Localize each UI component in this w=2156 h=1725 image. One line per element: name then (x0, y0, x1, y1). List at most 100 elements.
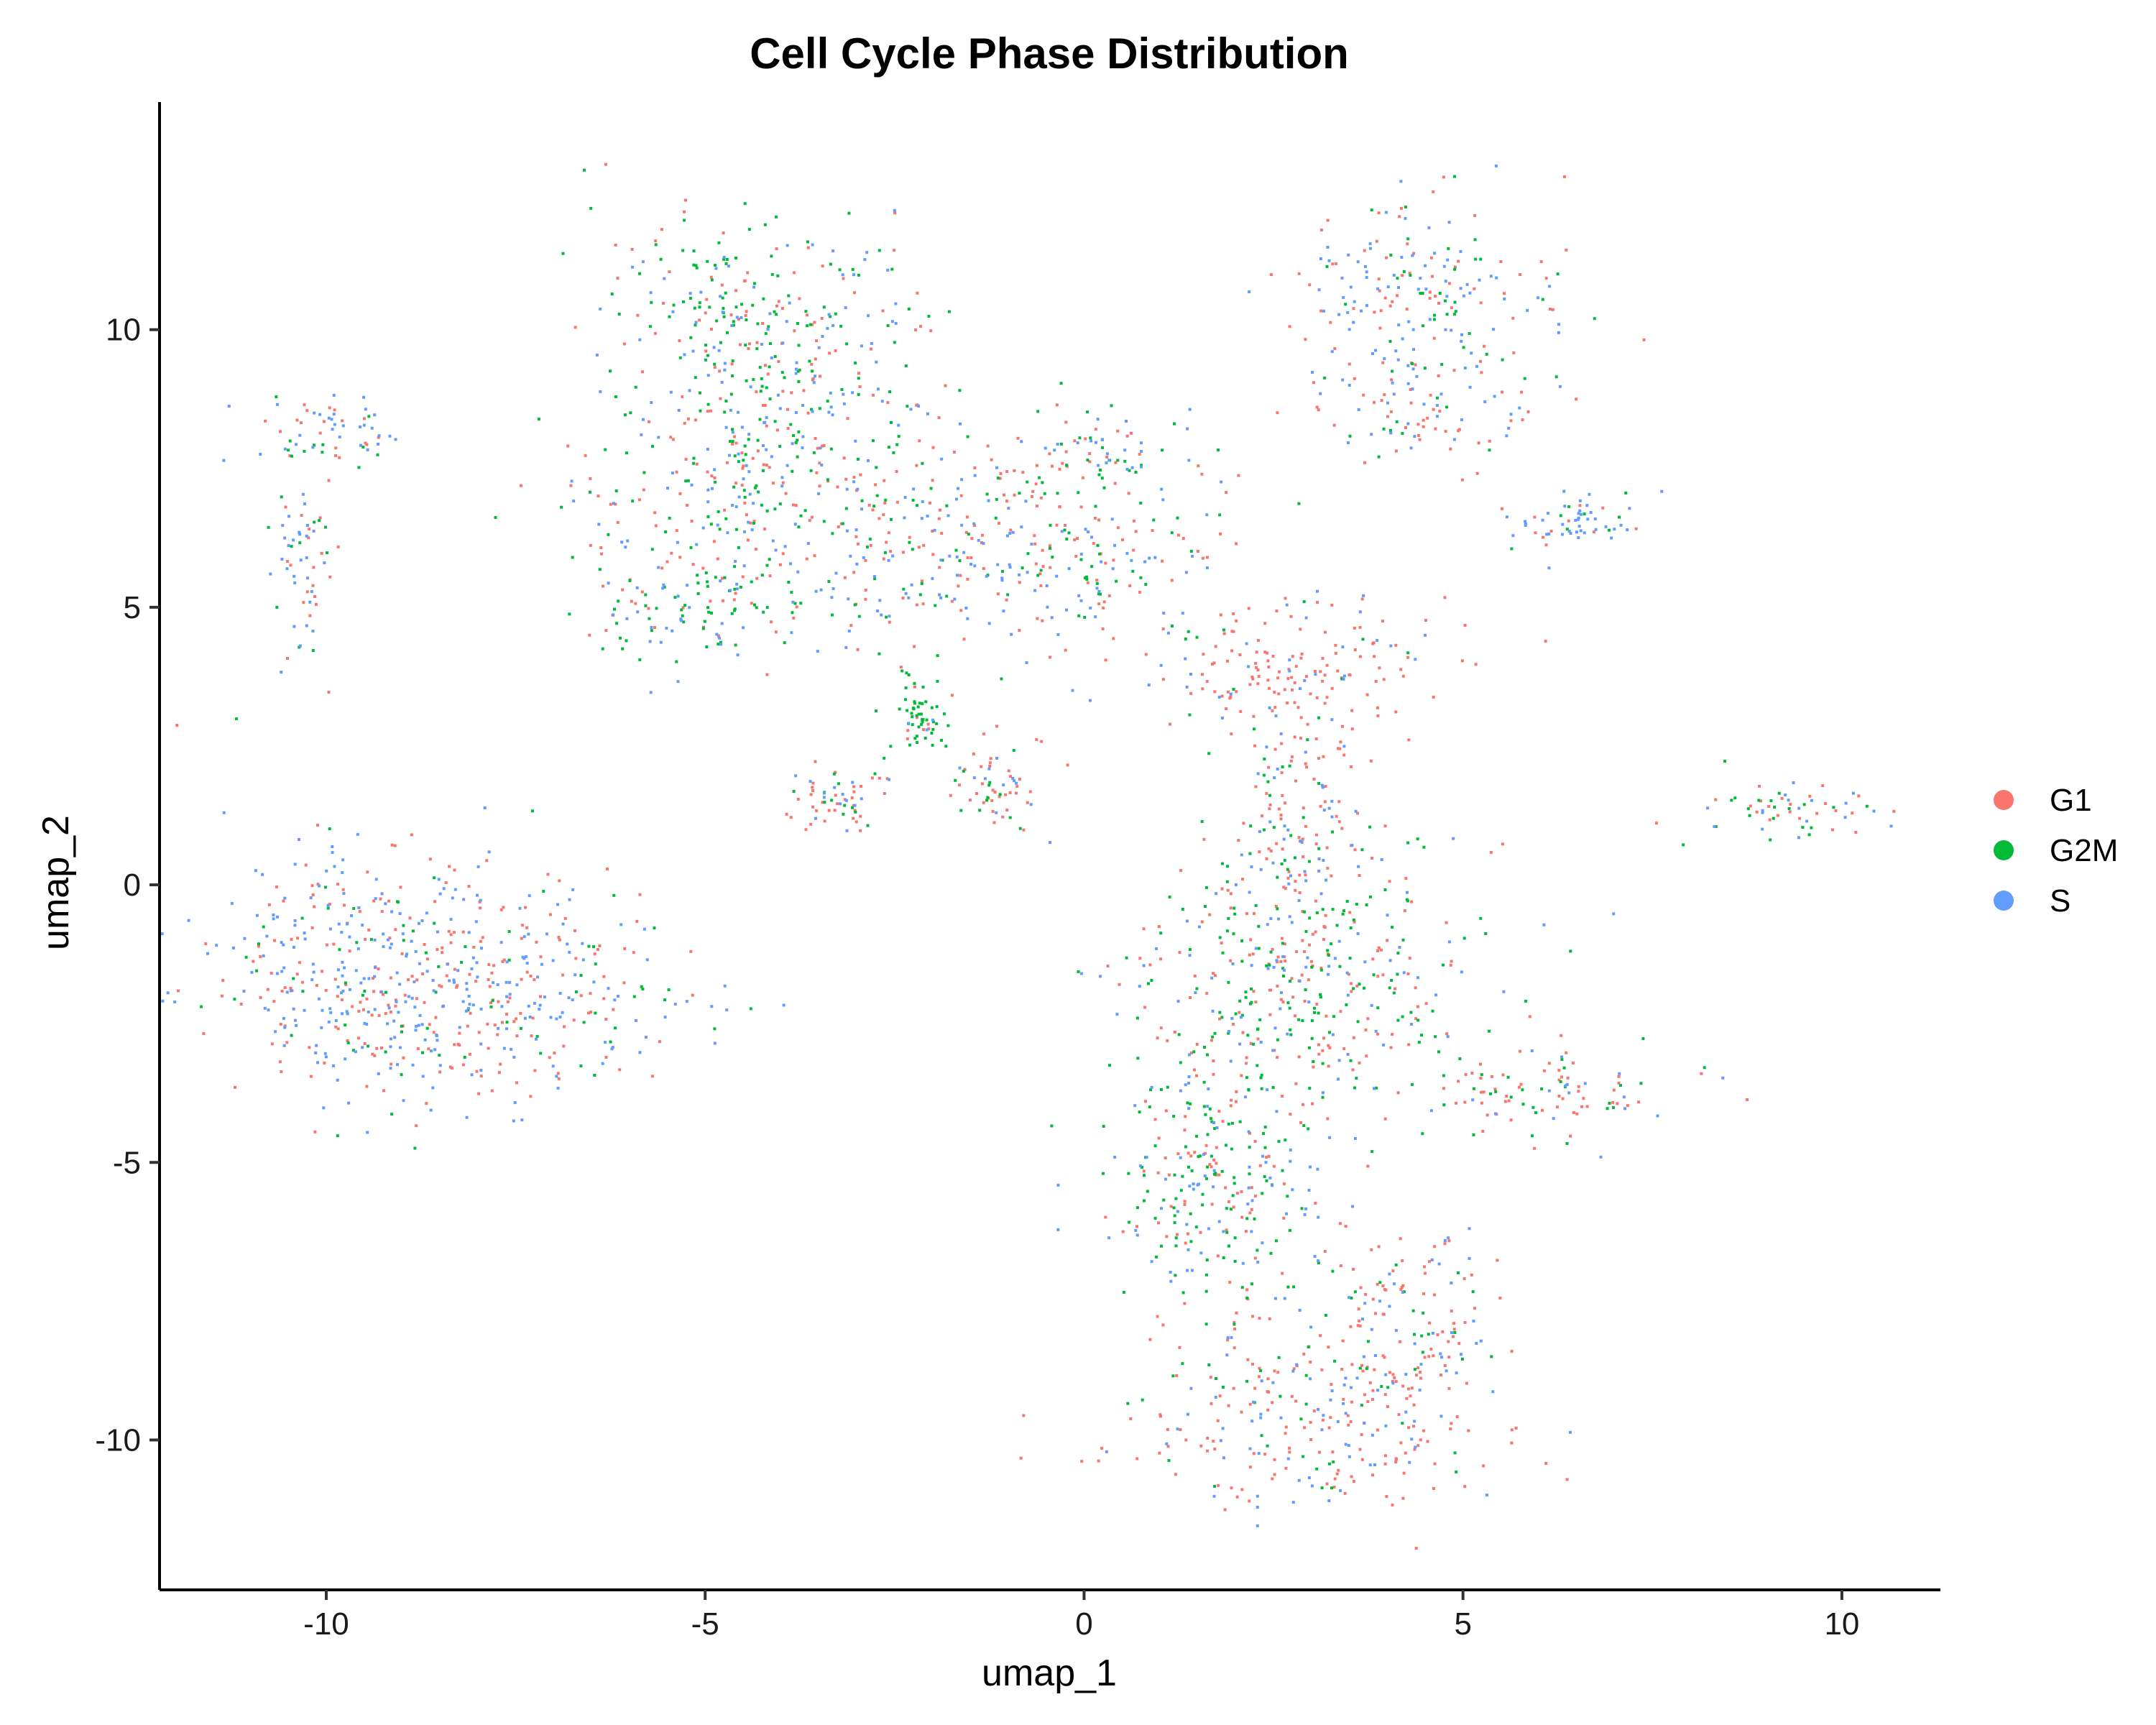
data-point (1148, 1338, 1152, 1341)
data-point (1443, 1239, 1447, 1242)
data-point (1432, 336, 1436, 340)
data-point (906, 737, 909, 740)
data-point (1179, 1061, 1182, 1064)
data-point (312, 530, 315, 533)
data-point (1102, 606, 1105, 610)
data-point (305, 590, 309, 594)
data-point (1346, 993, 1350, 997)
data-point (1411, 328, 1415, 331)
data-point (617, 995, 619, 998)
data-point (780, 371, 784, 374)
data-point (558, 1016, 562, 1018)
data-point (1111, 567, 1115, 571)
data-point (1215, 1162, 1218, 1165)
data-point (583, 168, 586, 172)
data-point (461, 1000, 465, 1003)
data-point (377, 443, 380, 446)
data-point (1240, 1488, 1244, 1491)
data-point (1322, 1036, 1325, 1040)
data-point (1007, 507, 1010, 510)
data-point (870, 776, 874, 780)
data-point (305, 624, 308, 627)
data-point (893, 249, 896, 252)
data-point (1373, 1368, 1376, 1371)
data-point (1153, 1217, 1157, 1220)
data-point (1424, 264, 1427, 267)
data-point (1290, 977, 1294, 980)
data-point (1169, 1279, 1173, 1283)
data-point (1439, 392, 1443, 396)
data-point (1186, 427, 1189, 431)
data-point (1009, 528, 1013, 532)
data-point (636, 610, 640, 614)
data-point (721, 296, 724, 300)
data-point (270, 1042, 274, 1046)
data-point (1348, 957, 1352, 960)
data-point (1357, 865, 1360, 868)
data-point (1215, 892, 1218, 896)
data-point (815, 809, 819, 812)
data-point (1460, 418, 1463, 421)
data-point (1342, 1402, 1345, 1405)
data-point (731, 504, 734, 507)
data-point (887, 531, 890, 535)
data-point (1394, 349, 1398, 353)
data-point (1479, 257, 1483, 261)
data-point (717, 636, 721, 640)
data-point (310, 884, 314, 888)
data-point (921, 602, 925, 606)
data-point (455, 985, 459, 989)
data-point (774, 548, 778, 552)
data-point (689, 336, 693, 339)
data-point (985, 574, 988, 578)
data-point (1545, 533, 1549, 536)
data-point (421, 1075, 425, 1078)
data-point (1253, 744, 1256, 748)
data-point (1004, 793, 1008, 796)
data-point (829, 447, 833, 451)
y-tick-label: 0 (124, 868, 141, 903)
data-point (1501, 1073, 1505, 1077)
data-point (446, 962, 449, 966)
data-point (1505, 1095, 1508, 1098)
data-point (1414, 1017, 1418, 1021)
data-point (1424, 1271, 1427, 1275)
data-point (739, 586, 742, 589)
data-point (665, 626, 668, 630)
data-point (1797, 806, 1801, 810)
data-point (1302, 600, 1306, 604)
data-point (712, 346, 716, 349)
data-point (1147, 684, 1151, 686)
data-point (1565, 1478, 1569, 1481)
data-point (1186, 1101, 1189, 1105)
data-point (1346, 310, 1350, 314)
data-point (1450, 1422, 1453, 1425)
data-point (1281, 954, 1285, 958)
data-point (1347, 253, 1350, 257)
data-point (1188, 408, 1192, 411)
legend-label-g2m: G2M (2050, 833, 2118, 868)
data-point (704, 344, 708, 347)
data-point (1372, 973, 1376, 977)
data-point (803, 509, 807, 512)
data-point (1356, 932, 1360, 935)
data-point (1374, 1029, 1378, 1033)
data-point (1461, 478, 1464, 482)
data-point (745, 379, 748, 382)
data-point (959, 609, 963, 612)
data-point (1051, 464, 1054, 468)
data-point (1321, 908, 1325, 911)
data-point (1303, 910, 1307, 914)
data-point (680, 608, 683, 612)
data-point (792, 790, 796, 793)
data-point (724, 291, 727, 295)
x-tick-label: 5 (1454, 1606, 1471, 1642)
data-point (1341, 912, 1345, 916)
data-point (259, 995, 262, 999)
data-point (764, 332, 768, 336)
data-point (1330, 874, 1333, 878)
data-point (908, 540, 911, 544)
data-point (1404, 1373, 1408, 1376)
data-point (1578, 509, 1582, 512)
data-point (1393, 1376, 1396, 1379)
